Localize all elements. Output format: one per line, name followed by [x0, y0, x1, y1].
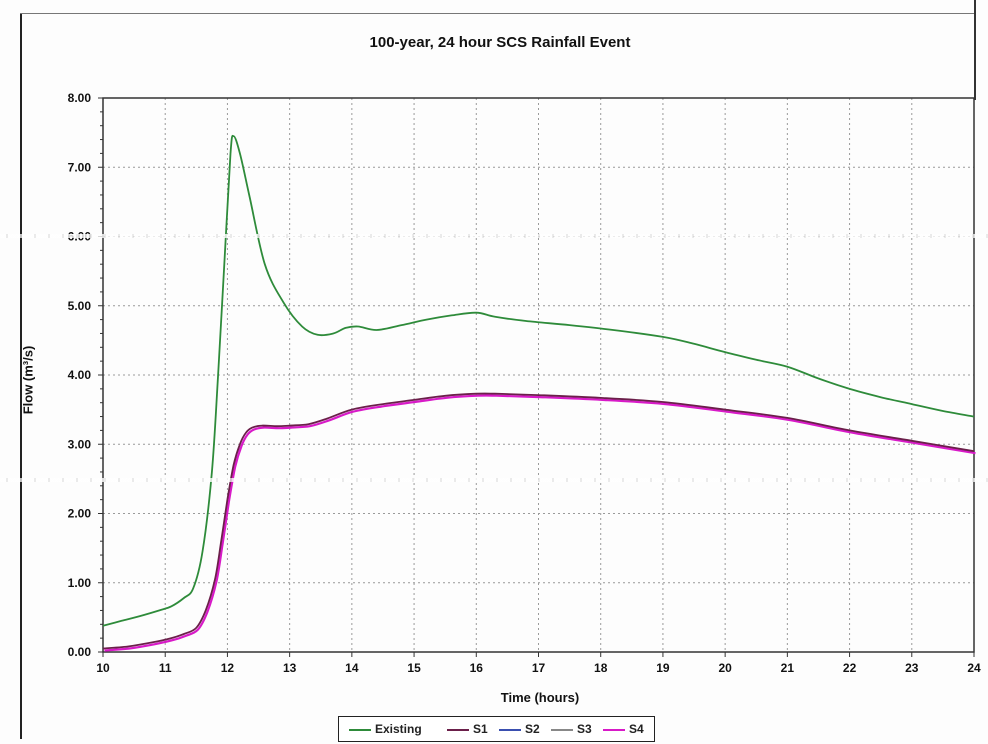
page-frame-left [20, 14, 22, 739]
x-tick-label: 14 [345, 661, 359, 675]
x-tick-label: 23 [905, 661, 919, 675]
x-tick-label: 24 [967, 661, 981, 675]
y-tick-label: 1.00 [68, 576, 92, 590]
x-tick-label: 11 [159, 661, 172, 675]
legend-item-s3: S3 [551, 722, 592, 736]
legend-swatch [603, 728, 625, 731]
legend-swatch [499, 728, 521, 731]
y-tick-label: 8.00 [68, 91, 92, 105]
y-tick-label: 0.00 [68, 645, 92, 659]
x-axis-label: Time (hours) [500, 690, 580, 705]
legend-label: S3 [577, 722, 592, 736]
legend-item-s1: S1 [447, 722, 488, 736]
x-axis-ticks: 10 11 12 13 14 15 16 17 18 19 20 21 22 23 24 [96, 652, 981, 675]
legend-item-s4: S4 [603, 722, 644, 736]
x-tick-label: 20 [718, 661, 732, 675]
legend-item-existing: Existing [349, 722, 422, 736]
legend-label: S4 [629, 722, 644, 736]
y-tick-label: 5.00 [68, 299, 92, 313]
legend: Existing S1 S2 S3 S4 [338, 716, 655, 742]
y-axis-ticks: 0.001.002.003.004.005.006.007.008.00 [68, 91, 103, 659]
page-frame-right [974, 0, 976, 100]
x-tick-label: 21 [781, 661, 795, 675]
legend-swatch [551, 728, 573, 731]
chart-title: 100-year, 24 hour SCS Rainfall Event [369, 34, 631, 51]
series-line-s4 [104, 394, 976, 652]
x-tick-label: 12 [221, 661, 235, 675]
legend-swatch [349, 728, 371, 731]
x-tick-label: 10 [96, 661, 110, 675]
y-tick-label: 3.00 [68, 437, 92, 451]
y-tick-label: 2.00 [68, 507, 92, 521]
legend-label: Existing [375, 722, 422, 736]
x-tick-label: 16 [470, 661, 484, 675]
series-line-s1 [102, 392, 975, 650]
x-tick-label: 22 [843, 661, 857, 675]
scan-artifact-band [0, 478, 988, 482]
grid-layer [103, 98, 974, 652]
series-line-existing [102, 134, 975, 627]
x-tick-label: 13 [283, 661, 297, 675]
legend-item-s2: S2 [499, 722, 540, 736]
legend-label: S2 [525, 722, 540, 736]
x-tick-label: 17 [532, 661, 546, 675]
series-layer [102, 134, 976, 652]
y-tick-label: 7.00 [68, 160, 92, 174]
x-tick-label: 15 [407, 661, 421, 675]
scan-artifact-band [0, 234, 988, 238]
x-tick-label: 19 [656, 661, 670, 675]
page-frame-top [20, 13, 975, 14]
x-tick-label: 18 [594, 661, 608, 675]
y-tick-label: 4.00 [68, 368, 92, 382]
legend-swatch [447, 728, 469, 731]
y-axis-label: Flow (m³/s) [20, 345, 36, 415]
legend-label: S1 [473, 722, 488, 736]
